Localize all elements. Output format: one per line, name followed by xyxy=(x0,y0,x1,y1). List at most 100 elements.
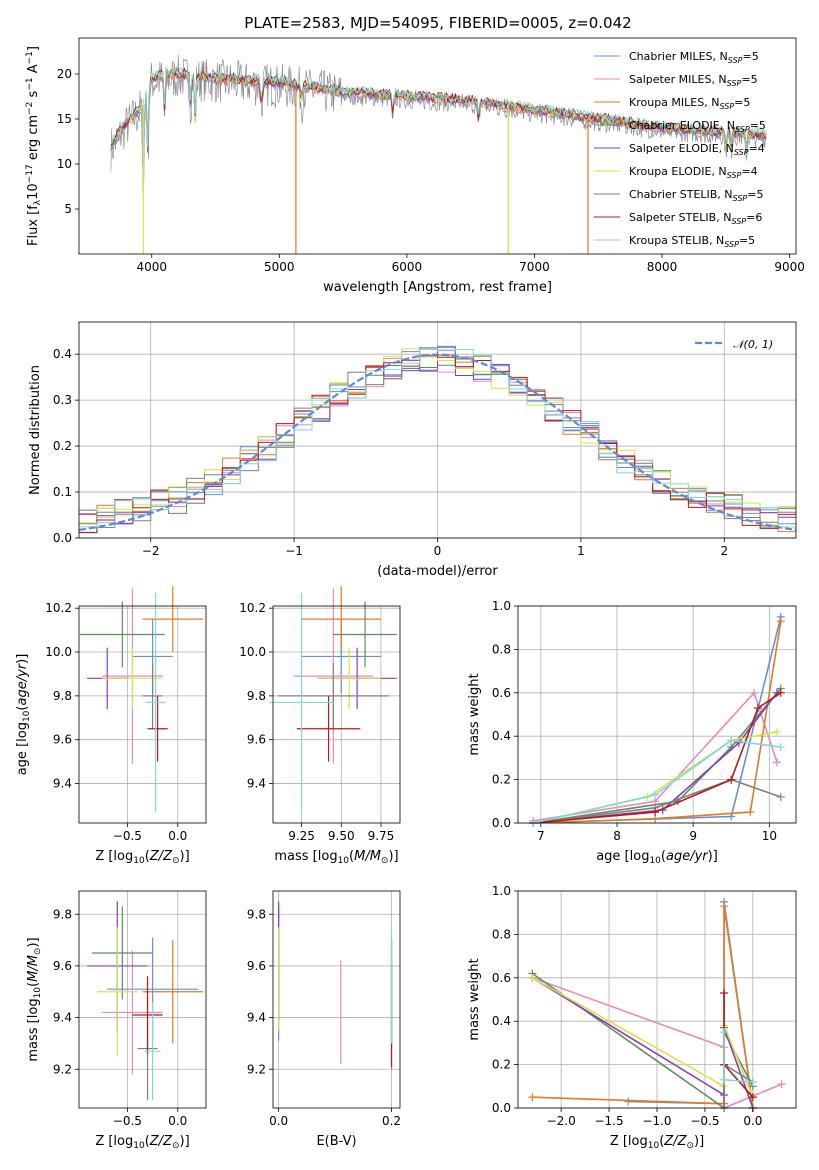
x-axis-label: mass [log10(M/M⊙)] xyxy=(274,849,398,866)
x-tick-label: 2 xyxy=(720,544,728,558)
label-text: ( xyxy=(145,849,150,864)
y-tick-label: 20 xyxy=(57,67,72,81)
legend-entry: Salpeter ELODIE, NSSP=4 xyxy=(629,142,765,157)
legend-label-sep: , N xyxy=(709,234,724,247)
massweight-line xyxy=(533,739,781,824)
label-subscript: 10 xyxy=(133,1141,145,1151)
y-axis-label-text: Flux [f xyxy=(26,205,41,246)
legend-label-sep: , N xyxy=(716,211,731,224)
x-tick-label: 0.0 xyxy=(269,1114,288,1128)
legend-count: =5 xyxy=(741,73,757,86)
label-subscript: 10 xyxy=(133,856,145,866)
label-text: age/yr xyxy=(15,662,30,705)
massweight-marker xyxy=(720,988,729,997)
x-axis-label-text: E(B-V) xyxy=(316,1134,356,1149)
massweight-marker xyxy=(776,743,785,752)
y-tick-label: 9.2 xyxy=(53,1062,72,1076)
legend-count: =5 xyxy=(734,96,750,109)
legend-subscript: SSP xyxy=(727,171,742,180)
x-tick-label: −0.5 xyxy=(113,1114,142,1128)
legend-entry: Kroupa STELIB, NSSP=5 xyxy=(629,234,755,249)
label-superscript: −17 xyxy=(25,164,35,183)
y-tick-label: 5 xyxy=(64,202,72,216)
legend-label: Salpeter MILES xyxy=(629,73,711,86)
y-tick-label: 0.2 xyxy=(53,439,72,453)
massweight-marker xyxy=(772,727,781,736)
label-subscript: 10 xyxy=(33,987,43,999)
x-tick-label: −1 xyxy=(285,544,303,558)
y-tick-label: 9.8 xyxy=(247,907,266,921)
massweight-marker xyxy=(727,736,736,745)
massweight-marker xyxy=(746,808,755,817)
axes-frame xyxy=(78,890,207,1109)
x-tick-label: 0.2 xyxy=(382,1114,401,1128)
legend-entry: Salpeter MILES, NSSP=5 xyxy=(629,73,758,88)
legend-count: =5 xyxy=(747,188,763,201)
y-tick-label: 0.0 xyxy=(492,1101,511,1115)
label-subscript: 10 xyxy=(648,1141,660,1151)
legend-subscript: SSP xyxy=(731,217,746,226)
y-axis-label: mass weight xyxy=(467,958,482,1040)
legend-label-sep: , N xyxy=(717,188,732,201)
legend-subscript: SSP xyxy=(733,194,748,203)
axes-frame xyxy=(272,605,401,824)
massweight-line xyxy=(533,687,782,824)
massweight-marker xyxy=(772,758,781,767)
mass-vs-z-panel: −0.5 0.09.29.49.69.8Z [log10(Z/Z⊙)]mass [… xyxy=(26,890,207,1151)
y-tick-label: 0.2 xyxy=(492,773,511,787)
massweight-marker xyxy=(753,703,762,712)
x-tick-label: 7 xyxy=(537,829,545,843)
label-subscript: ⊙ xyxy=(172,1141,180,1151)
x-tick-label: 1 xyxy=(577,544,585,558)
y-tick-label: 9.4 xyxy=(53,777,72,791)
y-tick-label: 9.2 xyxy=(247,1062,266,1076)
x-tick-label: 0 xyxy=(434,544,442,558)
age-vs-mass-panel: 9.25 9.50 9.75 9.4 9.6 9.8 10.0 10.2 mass [log10… xyxy=(239,586,401,866)
y-axis-label-text: mass [log xyxy=(26,998,41,1061)
legend-count: =4 xyxy=(741,165,757,178)
x-tick-label: 0.0 xyxy=(743,1114,762,1128)
label-text: Z/Z xyxy=(149,1134,173,1149)
x-axis-label-text: (data-model)/error xyxy=(377,564,498,579)
y-tick-label: 9.6 xyxy=(247,959,266,973)
massweight-marker xyxy=(651,808,660,817)
legend-label: Kroupa STELIB xyxy=(629,234,709,247)
axes-frame xyxy=(517,605,797,824)
label-subscript: ⊙ xyxy=(381,856,389,866)
massweight-marker xyxy=(734,738,743,747)
label-text: ( xyxy=(145,1134,150,1149)
label-text: )] xyxy=(180,1134,190,1149)
massweight-line xyxy=(532,977,754,1098)
y-tick-label: 10.2 xyxy=(45,601,72,615)
massweight-line xyxy=(533,691,778,822)
axes-frame xyxy=(78,37,797,255)
label-superscript: −1 xyxy=(25,77,35,90)
spectrum-panel: 4000 5000 6000 7000 8000 9000 5 10 15 20 wavelengt… xyxy=(25,37,805,295)
legend-label: Kroupa MILES xyxy=(629,96,704,109)
massweight-marker xyxy=(720,902,729,911)
label-text: )] xyxy=(180,849,190,864)
y-tick-label: 0.4 xyxy=(53,347,72,361)
age-vs-z-panel: −0.5 0.09.49.69.810.010.2Z [log10(Z/Z⊙)]a… xyxy=(15,586,207,866)
spectrum-series-group xyxy=(110,54,767,254)
massweight-marker xyxy=(748,1093,757,1102)
y-tick-label: 10.2 xyxy=(239,601,266,615)
x-tick-label: −2.0 xyxy=(547,1114,576,1128)
spectrum-line-kroupa-stelib xyxy=(110,65,767,171)
y-tick-label: 9.8 xyxy=(247,689,266,703)
legend-label: Chabrier STELIB xyxy=(629,188,717,201)
legend-label: Salpeter STELIB xyxy=(629,211,716,224)
massweight-marker xyxy=(777,1080,786,1089)
y-tick-label: 10 xyxy=(57,157,72,171)
x-tick-label: 6000 xyxy=(392,260,423,274)
massweight-vs-z-panel: −2.0 −1.5 −1.0 −0.5 0.0 0.0 0.2 0.4 0.6 0.8 1.0 Z [… xyxy=(467,884,797,1151)
y-tick-label: 1.0 xyxy=(492,599,511,613)
legend-entry: Chabrier MILES, NSSP=5 xyxy=(629,50,759,65)
legend-label: Chabrier MILES xyxy=(629,50,713,63)
legend-entry: Salpeter STELIB, NSSP=6 xyxy=(629,211,762,226)
legend-label-sep: , N xyxy=(704,96,719,109)
y-tick-label: 9.4 xyxy=(247,777,266,791)
label-subscript: ⊙ xyxy=(172,856,180,866)
massweight-marker xyxy=(776,792,785,801)
